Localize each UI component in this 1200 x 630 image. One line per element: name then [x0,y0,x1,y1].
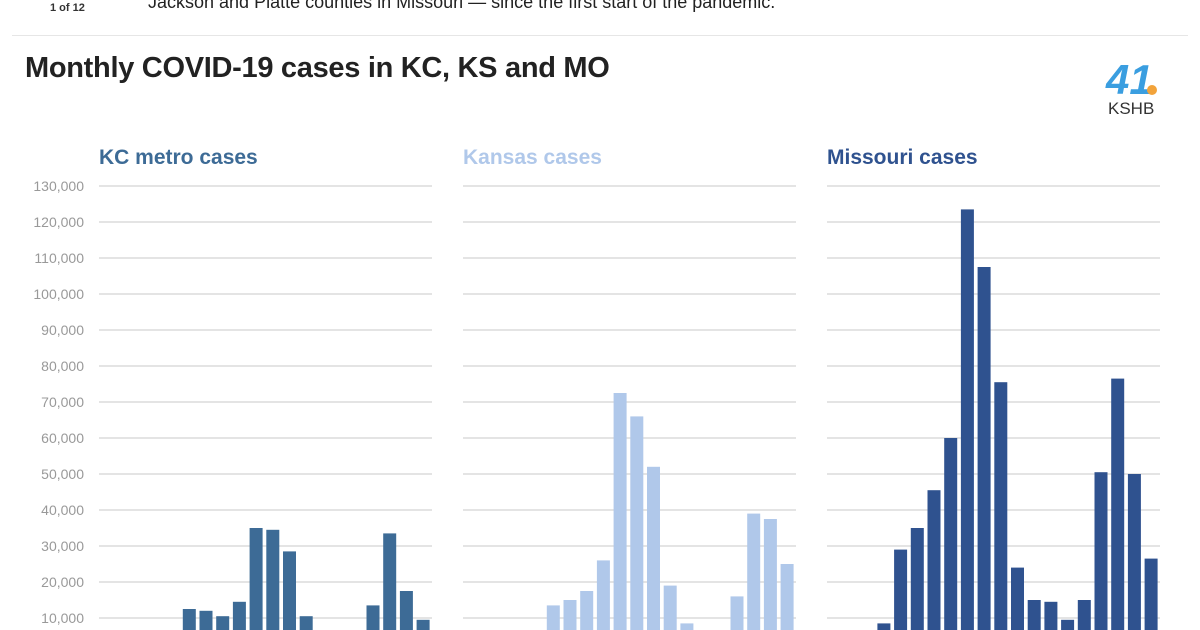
bar [299,616,313,630]
y-tick-label: 10,000 [41,610,84,626]
logo-text: KSHB [1108,99,1154,118]
y-tick-label: 80,000 [41,358,84,374]
bar [1144,558,1158,630]
panel-title: Kansas cases [463,146,602,169]
y-tick-label: 130,000 [33,178,84,194]
bar [399,591,413,630]
bar [663,585,677,630]
bar [1061,619,1075,630]
bar [1027,600,1041,630]
bar [927,490,941,630]
bar [283,551,296,630]
bar [630,416,644,630]
y-tick-label: 40,000 [41,502,84,518]
y-tick-label: 110,000 [34,250,84,266]
y-tick-label: 120,000 [33,214,84,230]
bar [944,438,958,630]
bar [613,393,627,630]
bar [730,596,744,630]
bar [780,564,794,630]
panel-title: KC metro cases [99,146,258,169]
logo-number: 41 [1105,56,1153,103]
bar [994,382,1008,630]
bar [596,560,610,630]
slide-counter: 1 of 12 [50,2,85,14]
bar [960,209,974,630]
bar [546,605,560,630]
slide-caption: Jackson and Platte counties in Missouri … [148,0,776,12]
bar [266,529,280,630]
bar [877,623,891,630]
bar [910,528,924,630]
bar [1111,378,1125,630]
bar [763,519,777,630]
chart-title: Monthly COVID-19 cases in KC, KS and MO [25,52,610,84]
bar [747,513,761,630]
y-tick-label: 20,000 [41,574,84,590]
y-tick-label: 30,000 [41,538,84,554]
bar [366,605,380,630]
kshb-logo: 41 KSHB [1100,56,1164,120]
y-tick-label: 70,000 [41,394,84,410]
bar [1077,600,1091,630]
bar [232,601,246,630]
bar [199,610,213,630]
bar [1127,474,1141,630]
bar [216,616,230,630]
bar [1094,472,1108,630]
bar [1044,601,1058,630]
y-tick-label: 100,000 [33,286,84,302]
bar [647,466,660,630]
y-tick-label: 60,000 [41,430,84,446]
y-tick-label: 90,000 [41,322,84,338]
bar [580,591,594,630]
bar [416,619,430,630]
top-bar: 1 of 12 Jackson and Platte counties in M… [0,0,1200,36]
bar [563,600,577,630]
bar [1011,567,1024,630]
divider [12,35,1188,36]
bar [383,533,397,630]
bar [977,267,991,630]
panel-title: Missouri cases [827,146,978,169]
kshb-logo-mark: 41 KSHB [1105,56,1157,118]
bar [894,549,908,630]
bar [249,528,263,630]
y-tick-label: 50,000 [41,466,84,482]
peacock-icon [1147,85,1157,95]
bar [182,609,196,630]
bar [680,623,694,630]
